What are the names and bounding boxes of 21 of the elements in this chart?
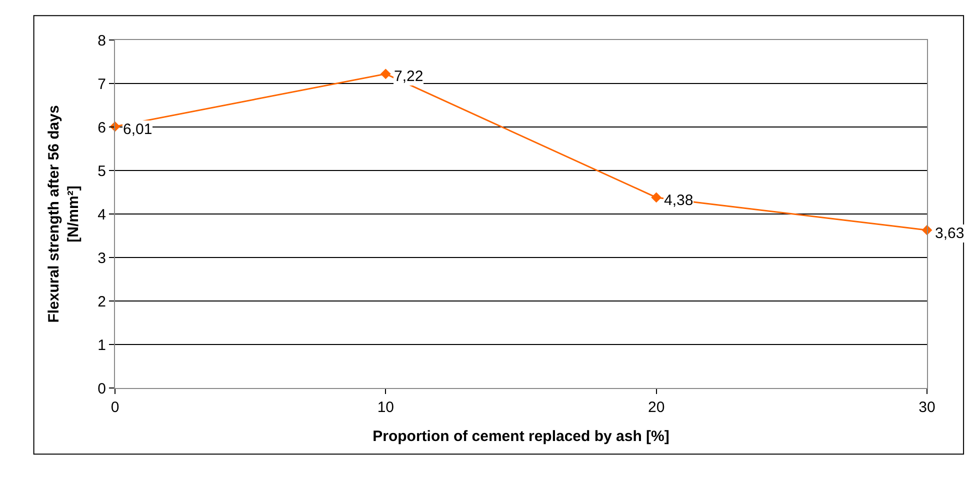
y-tick-label: 8	[98, 32, 106, 50]
data-label: 4,38	[664, 192, 694, 209]
y-tick-label: 3	[98, 250, 106, 267]
data-label: 6,01	[123, 121, 152, 138]
y-tick-label: 2	[98, 293, 106, 310]
y-tick-label: 6	[98, 119, 106, 136]
y-tick-label: 1	[98, 336, 106, 354]
y-tick-label: 4	[98, 206, 106, 224]
y-tick-label: 7	[98, 76, 106, 93]
point	[651, 192, 662, 203]
x-axis-title: Proportion of cement replaced by ash [%]	[372, 428, 670, 445]
data-label: 7,22	[394, 68, 424, 85]
y-tick-label: 5	[98, 162, 106, 180]
y-axis-title: Flexural strength after 56 days [N/mm²]	[45, 105, 82, 323]
data-label: 3,63	[935, 225, 964, 242]
point	[380, 68, 391, 80]
x-tick-label: 30	[918, 399, 936, 416]
x-tick-label: 0	[110, 399, 120, 416]
x-tick-label: 20	[648, 399, 665, 416]
x-tick-label: 10	[377, 399, 394, 416]
y-tick-label: 0	[98, 380, 106, 398]
